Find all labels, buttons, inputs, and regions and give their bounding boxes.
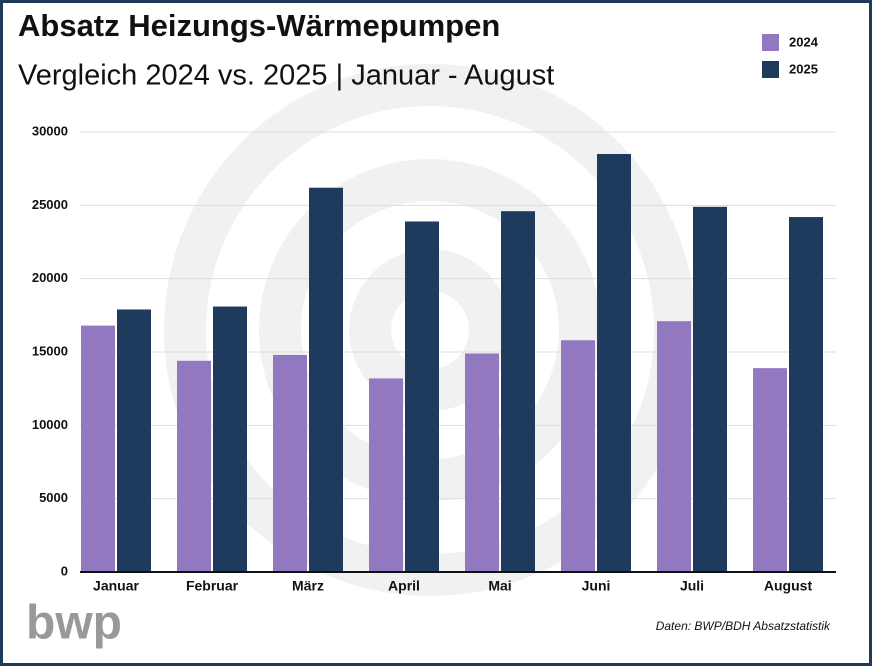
legend-swatch bbox=[762, 34, 779, 51]
bar bbox=[693, 206, 727, 573]
x-tick-label: April bbox=[388, 578, 420, 594]
y-tick-label: 0 bbox=[61, 563, 68, 578]
x-tick-label: Mai bbox=[488, 578, 511, 594]
bar bbox=[789, 217, 823, 573]
x-tick-label: August bbox=[764, 578, 813, 594]
bar bbox=[753, 368, 787, 572]
bar bbox=[657, 321, 691, 572]
x-tick-label: Juni bbox=[582, 578, 611, 594]
x-tick-label: Februar bbox=[186, 578, 239, 594]
x-tick-label: Juli bbox=[680, 578, 704, 594]
chart-subtitle: Vergleich 2024 vs. 2025 | Januar - Augus… bbox=[18, 60, 554, 92]
bar bbox=[213, 306, 247, 572]
legend-label: 2024 bbox=[789, 34, 819, 49]
chart-title: Absatz Heizungs-Wärmepumpen bbox=[18, 8, 500, 43]
y-tick-label: 10000 bbox=[32, 417, 68, 432]
x-tick-label: März bbox=[292, 578, 324, 594]
bar bbox=[177, 360, 211, 572]
bar bbox=[309, 187, 343, 572]
bar bbox=[81, 325, 115, 572]
logo: bwp bbox=[26, 597, 122, 650]
bar bbox=[597, 154, 631, 572]
bar bbox=[273, 354, 307, 572]
y-tick-label: 5000 bbox=[39, 490, 68, 505]
bar bbox=[561, 340, 595, 572]
x-tick-label: Januar bbox=[93, 578, 139, 594]
legend-label: 2025 bbox=[789, 61, 818, 76]
bar bbox=[117, 309, 151, 572]
bar bbox=[405, 221, 439, 572]
bar bbox=[369, 378, 403, 572]
y-tick-label: 20000 bbox=[32, 270, 68, 285]
y-tick-label: 30000 bbox=[32, 123, 68, 138]
bar bbox=[501, 211, 535, 572]
source: Daten: BWP/BDH Absatzstatistik bbox=[656, 619, 831, 633]
y-tick-label: 25000 bbox=[32, 197, 68, 212]
bar bbox=[465, 353, 499, 572]
y-tick-label: 15000 bbox=[32, 343, 68, 358]
legend-swatch bbox=[762, 61, 779, 78]
